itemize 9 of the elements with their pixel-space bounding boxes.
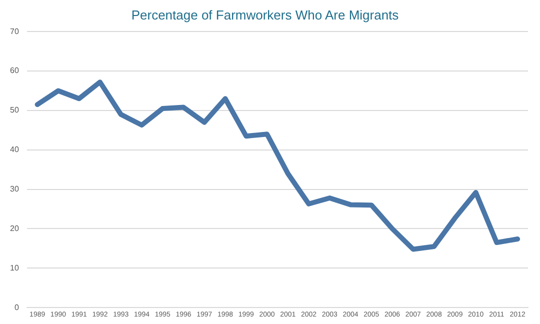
y-tick-label: 10 xyxy=(10,263,20,272)
chart-title: Percentage of Farmworkers Who Are Migrants xyxy=(131,7,400,22)
y-tick-label: 20 xyxy=(10,224,20,233)
y-tick-label: 60 xyxy=(10,66,20,76)
y-tick-label: 70 xyxy=(10,26,20,36)
y-tick-label: 50 xyxy=(10,106,20,115)
y-tick-label: 40 xyxy=(10,145,20,154)
y-tick-label: 0 xyxy=(14,302,20,312)
y-tick-label: 30 xyxy=(10,184,20,194)
